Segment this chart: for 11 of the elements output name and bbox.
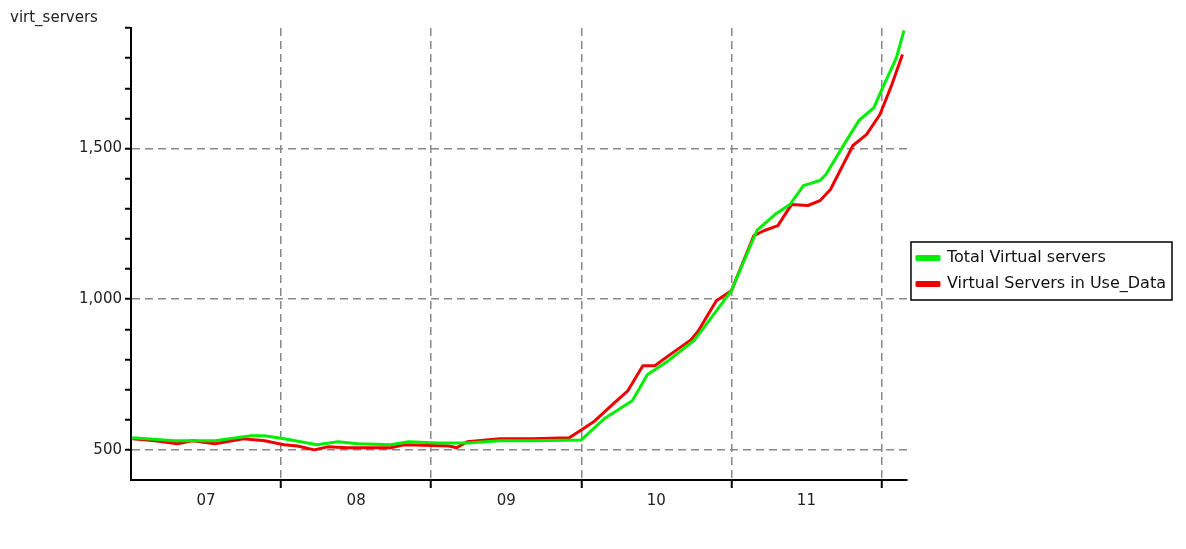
legend-label: Virtual Servers in Use_Data	[946, 273, 1167, 294]
y-tick-label: 1,500	[79, 138, 122, 157]
y-tick-label: 500	[93, 439, 122, 458]
x-tick-label: 10	[646, 490, 666, 509]
x-tick-label: 11	[796, 490, 816, 509]
x-tick-label: 07	[196, 490, 216, 509]
x-tick-label: 09	[496, 490, 516, 509]
y-axis-title: virt_servers	[10, 8, 98, 26]
y-tick-label: 1,000	[79, 289, 122, 308]
legend-label: Total Virtual servers	[945, 247, 1106, 267]
x-tick-label: 08	[346, 490, 366, 509]
